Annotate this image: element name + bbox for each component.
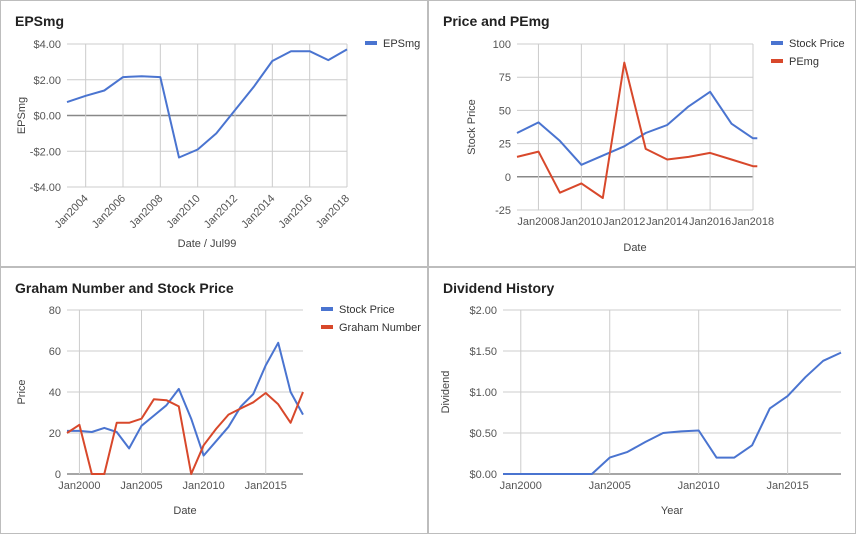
- series-line-graham-number: [66, 391, 304, 475]
- chart-title: Dividend History: [443, 280, 555, 296]
- x-tick-label: Jan2010: [678, 480, 720, 492]
- dividend-chart-panel: Dividend History $2.00 $1.50 $1.00 $0.50 $0.…: [428, 267, 856, 534]
- x-axis-title: Date: [173, 505, 196, 517]
- y-tick-label: $2.00: [33, 75, 61, 87]
- x-tick-label: Jan2005: [120, 480, 162, 492]
- y-tick-label: $2.00: [469, 305, 497, 317]
- y-tick-label: -$4.00: [30, 182, 61, 194]
- series-line-epsmg: [66, 48, 348, 159]
- series-line-pemg: [516, 61, 758, 199]
- legend-label: EPSmg: [383, 38, 420, 50]
- x-tick-label: Jan2000: [500, 480, 542, 492]
- y-tick-label: 0: [505, 172, 511, 184]
- x-axis-title: Date / Jul99: [178, 238, 237, 250]
- legend-swatch: [771, 41, 783, 45]
- x-tick-label: Jan2010: [560, 216, 602, 228]
- y-axis-title: Dividend: [440, 371, 452, 414]
- y-tick-label: -$2.00: [30, 146, 61, 158]
- legend-label: Graham Number: [339, 322, 421, 334]
- x-tick-label: Jan2018: [732, 216, 774, 228]
- eps-chart-panel: EPSmg $4.00 $2.00 $0.00 -$2.00 -$4.00 Jan2004…: [0, 0, 428, 267]
- x-tick-label: Jan2014: [646, 216, 688, 228]
- x-tick-label: Jan2018: [314, 193, 352, 231]
- legend-label: Stock Price: [339, 304, 395, 316]
- eps-chart-svg: $4.00$2.00$0.00-$2.00-$4.00Jan2004Jan200…: [16, 38, 420, 250]
- y-tick-label: 100: [493, 39, 511, 51]
- y-tick-label: 75: [499, 72, 511, 84]
- x-tick-label: Jan2014: [239, 193, 277, 231]
- y-tick-label: 40: [49, 387, 61, 399]
- graham-chart-panel: Graham Number and Stock Price 80 60 40 20 0 J…: [0, 267, 428, 534]
- price-pe-chart-panel: Price and PEmg 100 75 50 25 0 -25 Jan2008 Jan20…: [428, 0, 856, 267]
- x-axis-title: Year: [661, 505, 684, 517]
- x-tick-label: Jan2006: [90, 193, 128, 231]
- x-tick-label: Jan2016: [276, 193, 314, 231]
- x-tick-label: Jan2012: [202, 193, 240, 231]
- x-tick-label: Jan2004: [52, 193, 90, 231]
- y-tick-label: $0.00: [33, 111, 61, 123]
- series-line-stock-price: [67, 341, 304, 457]
- y-axis-title: Stock Price: [466, 99, 478, 155]
- y-tick-label: 25: [499, 139, 511, 151]
- x-tick-label: Jan2010: [183, 480, 225, 492]
- chart-title: Graham Number and Stock Price: [15, 280, 234, 296]
- y-axis-title: EPSmg: [16, 97, 28, 134]
- x-tick-label: Jan2000: [58, 480, 100, 492]
- legend-swatch: [771, 59, 783, 63]
- x-tick-label: Jan2012: [603, 216, 645, 228]
- y-tick-label: $1.00: [469, 387, 497, 399]
- series-line-dividend: [503, 351, 842, 475]
- legend-label: PEmg: [789, 56, 819, 68]
- y-tick-label: $0.50: [469, 428, 497, 440]
- chart-title: Price and PEmg: [443, 13, 550, 29]
- y-tick-label: $4.00: [33, 39, 61, 51]
- y-tick-label: 20: [49, 428, 61, 440]
- y-tick-label: 60: [49, 346, 61, 358]
- y-axis-title: Price: [16, 379, 28, 404]
- y-tick-label: 0: [55, 469, 61, 481]
- legend-label: Stock Price: [789, 38, 845, 50]
- y-tick-label: 50: [499, 105, 511, 117]
- x-tick-label: Jan2015: [767, 480, 809, 492]
- y-tick-label: $0.00: [469, 469, 497, 481]
- series-line-stock-price: [516, 90, 758, 166]
- x-tick-label: Jan2005: [589, 480, 631, 492]
- x-tick-label: Jan2016: [689, 216, 731, 228]
- x-tick-label: Jan2008: [127, 193, 165, 231]
- legend-swatch: [321, 307, 333, 311]
- y-tick-label: -25: [495, 205, 511, 217]
- y-tick-label: 80: [49, 305, 61, 317]
- x-tick-label: Jan2010: [164, 193, 202, 231]
- y-tick-label: $1.50: [469, 346, 497, 358]
- chart-title: EPSmg: [15, 13, 65, 29]
- x-tick-label: Jan2015: [245, 480, 287, 492]
- legend-swatch: [321, 325, 333, 329]
- x-axis-title: Date: [623, 242, 646, 254]
- legend-swatch: [365, 41, 377, 45]
- x-tick-label: Jan2008: [517, 216, 559, 228]
